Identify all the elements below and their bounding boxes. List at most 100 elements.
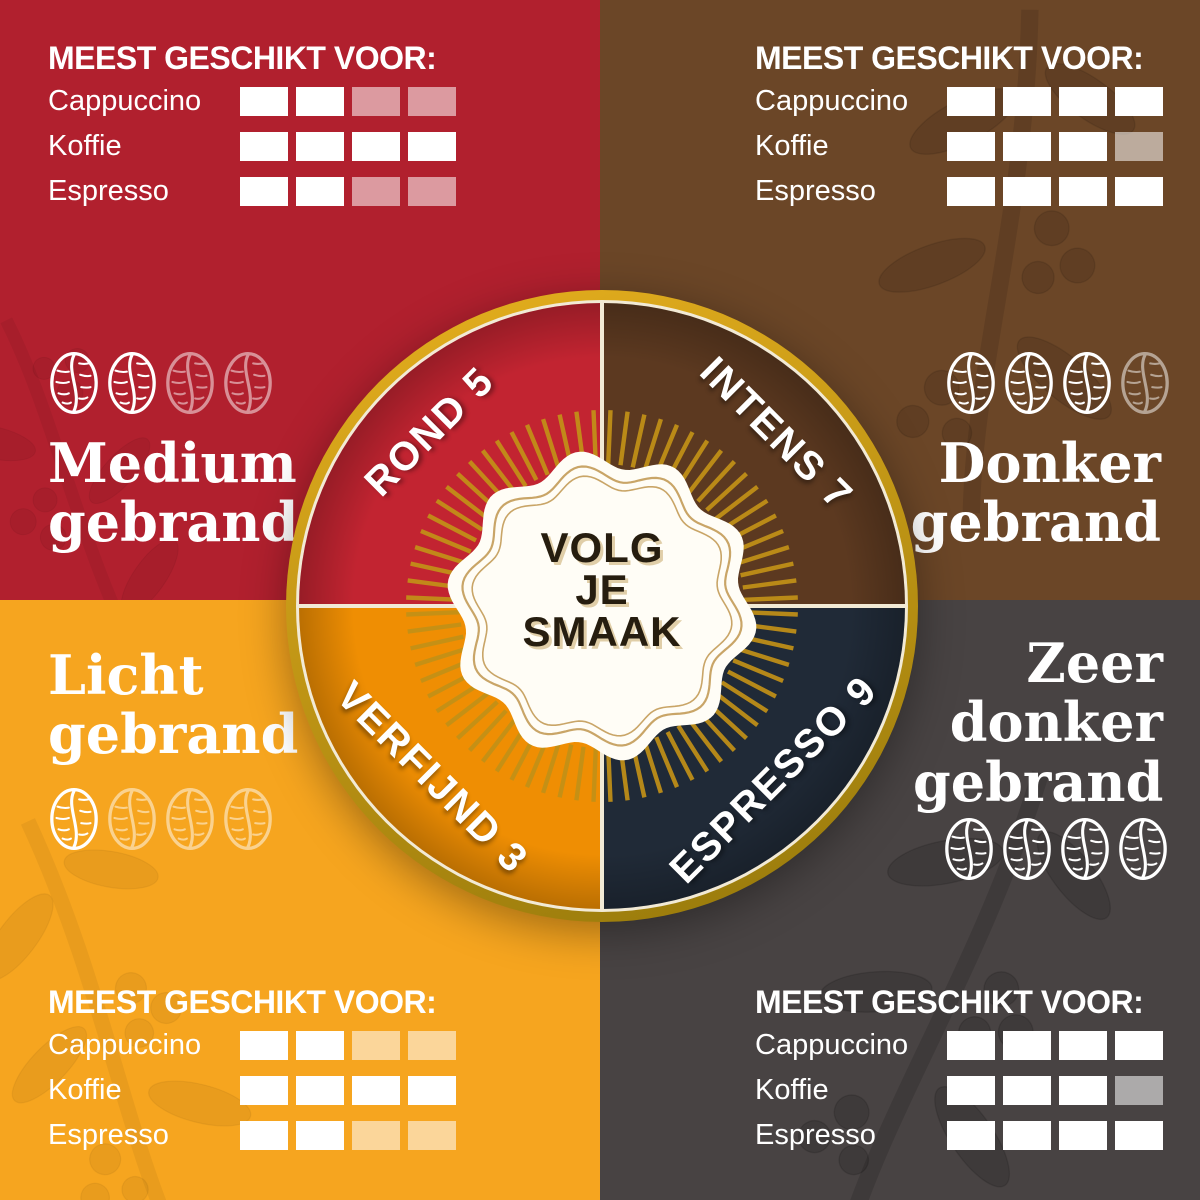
rating-cell — [240, 1121, 288, 1150]
coffee-bean-icon — [943, 816, 995, 882]
roast-title: Medium gebrand — [48, 431, 299, 555]
rating-cells — [947, 1076, 1163, 1105]
rating-cell — [296, 1031, 344, 1060]
rating-cell — [1059, 132, 1107, 161]
rating-cell — [1059, 1121, 1107, 1150]
rating-cell — [1003, 1121, 1051, 1150]
rating-cell — [408, 87, 456, 116]
rating-table: Cappuccino Koffie Espresso — [755, 1031, 1163, 1150]
suitability-heading: MEEST GESCHIKT VOOR: — [48, 40, 437, 76]
rating-row-label: Cappuccino — [755, 85, 909, 117]
rating-cell — [1115, 1076, 1163, 1105]
rating-row: Espresso — [48, 1121, 456, 1150]
rating-cells — [947, 132, 1163, 161]
rating-cell — [1003, 87, 1051, 116]
badge-inner-ring — [471, 475, 733, 737]
rating-cell — [1115, 132, 1163, 161]
rating-cell — [240, 1076, 288, 1105]
bean-roast-level — [943, 816, 1169, 882]
rating-cells — [947, 87, 1163, 116]
rating-cell — [1115, 1031, 1163, 1060]
coffee-bean-icon — [164, 786, 216, 852]
rating-cell — [947, 1031, 995, 1060]
roast-title: Licht gebrand — [48, 643, 299, 767]
rating-cell — [296, 87, 344, 116]
suitability-block: MEEST GESCHIKT VOOR: Cappuccino Koffie Esp… — [755, 986, 1163, 1166]
quadrant-donker-gebrand: MEEST GESCHIKT VOOR: Cappuccino Koffie Esp… — [600, 0, 1200, 600]
badge-line: SMAAK — [522, 608, 682, 655]
coffee-bean-icon — [222, 786, 274, 852]
rating-row-label: Koffie — [755, 1074, 829, 1106]
rating-cells — [947, 1121, 1163, 1150]
rating-cell — [296, 177, 344, 206]
rating-cell — [1059, 1031, 1107, 1060]
rating-row-label: Koffie — [48, 1074, 122, 1106]
bean-roast-level — [48, 786, 274, 852]
coffee-bean-icon — [1061, 350, 1113, 416]
rating-cell — [408, 1076, 456, 1105]
center-badge-text: VOLG JE SMAAK — [523, 527, 682, 653]
rating-cell — [947, 177, 995, 206]
rating-cell — [1059, 1076, 1107, 1105]
suitability-block: MEEST GESCHIKT VOOR: Cappuccino Koffie Esp… — [48, 986, 456, 1166]
coffee-bean-icon — [1119, 350, 1171, 416]
roast-title: Donker gebrand — [910, 431, 1161, 555]
rating-cells — [240, 87, 456, 116]
rating-cells — [240, 1031, 456, 1060]
badge-inner-ring — [461, 465, 743, 747]
rating-cell — [240, 132, 288, 161]
taste-wheel-graphic — [286, 290, 918, 922]
suitability-heading: MEEST GESCHIKT VOOR: — [755, 40, 1144, 76]
rating-cell — [1059, 177, 1107, 206]
rating-cell — [296, 1076, 344, 1105]
rating-cell — [408, 132, 456, 161]
rating-cells — [240, 132, 456, 161]
rating-cell — [1003, 177, 1051, 206]
suitability-heading: MEEST GESCHIKT VOOR: — [48, 984, 437, 1020]
roast-title: Zeer donker gebrand — [913, 631, 1164, 814]
rating-cells — [240, 177, 456, 206]
rating-row: Cappuccino — [48, 87, 456, 116]
rating-row-label: Espresso — [755, 1119, 876, 1151]
rating-row-label: Koffie — [755, 130, 829, 162]
coffee-bean-icon — [106, 786, 158, 852]
coffee-bean-icon — [164, 350, 216, 416]
coffee-bean-icon — [106, 350, 158, 416]
badge-line: VOLG — [540, 524, 664, 571]
coffee-bean-icon — [1117, 816, 1169, 882]
rating-cells — [947, 177, 1163, 206]
rating-row: Koffie — [48, 132, 456, 161]
center-badge — [447, 451, 757, 761]
rating-cell — [296, 1121, 344, 1150]
rating-row: Cappuccino — [755, 87, 1163, 116]
rating-cell — [1003, 132, 1051, 161]
rating-row-label: Cappuccino — [48, 1029, 202, 1061]
rating-cell — [240, 87, 288, 116]
coffee-bean-icon — [945, 350, 997, 416]
rating-cell — [1115, 87, 1163, 116]
rating-row: Koffie — [755, 1076, 1163, 1105]
rating-cell — [352, 87, 400, 116]
rating-row: Koffie — [48, 1076, 456, 1105]
quadrant-medium-gebrand: MEEST GESCHIKT VOOR: Cappuccino Koffie Esp… — [0, 0, 600, 600]
rating-row: Espresso — [755, 177, 1163, 206]
rating-row: Espresso — [48, 177, 456, 206]
rating-row: Koffie — [755, 132, 1163, 161]
rating-row-label: Espresso — [48, 175, 169, 207]
suitability-heading: MEEST GESCHIKT VOOR: — [755, 984, 1144, 1020]
coffee-bean-icon — [1003, 350, 1055, 416]
suitability-block: MEEST GESCHIKT VOOR: Cappuccino Koffie Esp… — [48, 42, 456, 222]
rating-cells — [240, 1121, 456, 1150]
rating-cell — [408, 1031, 456, 1060]
rating-row-label: Cappuccino — [48, 85, 202, 117]
rating-cell — [240, 177, 288, 206]
rating-cell — [352, 1076, 400, 1105]
bean-roast-level — [945, 350, 1171, 416]
rating-cell — [947, 87, 995, 116]
rating-cell — [352, 177, 400, 206]
rating-table: Cappuccino Koffie Espresso — [755, 87, 1163, 206]
rating-cell — [296, 132, 344, 161]
rating-row: Cappuccino — [755, 1031, 1163, 1060]
coffee-bean-icon — [1001, 816, 1053, 882]
